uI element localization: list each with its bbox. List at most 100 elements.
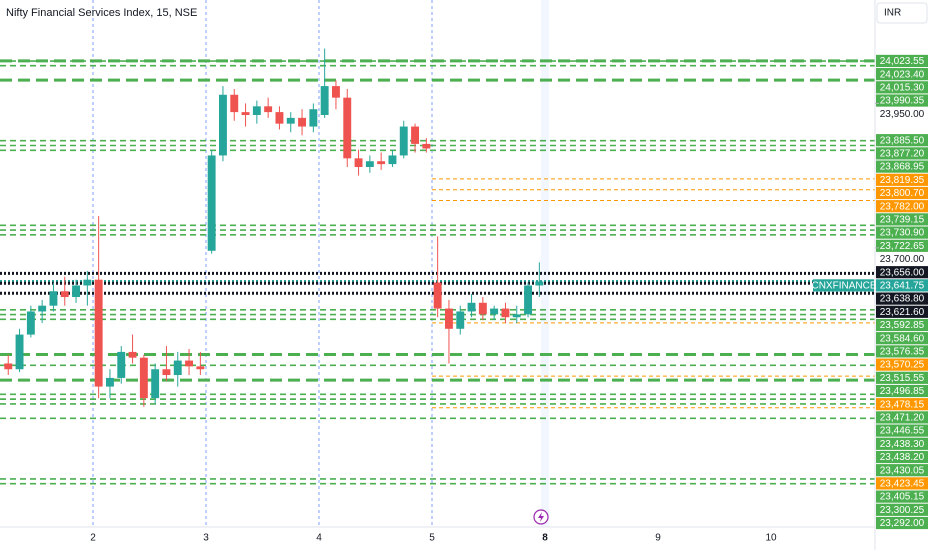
candle-body	[252, 106, 261, 115]
candle-body	[60, 291, 69, 298]
price-label: 23,438.30	[880, 439, 925, 450]
candle-body	[286, 117, 295, 124]
price-label: 23,722.65	[880, 241, 925, 252]
candle-body	[388, 155, 397, 165]
price-label: 23,782.00	[880, 201, 925, 212]
price-label-bg	[876, 345, 928, 358]
price-label: 23,405.15	[880, 492, 925, 503]
symbol-label-bg	[813, 279, 874, 292]
y-tick-label: 23,700.00	[880, 254, 925, 265]
plot-area	[0, 0, 875, 527]
price-label-bg	[876, 200, 928, 213]
price-label: 23,990.35	[880, 96, 925, 107]
price-label: 23,300.25	[880, 505, 925, 516]
candle-body	[196, 366, 205, 370]
price-label-bg	[876, 384, 928, 398]
price-label-bg	[876, 173, 928, 186]
price-label: 23,877.20	[880, 149, 925, 160]
price-label: 23,885.50	[880, 135, 925, 146]
candle-body	[128, 351, 137, 358]
x-tick-label: 9	[655, 533, 661, 544]
candle-body	[512, 314, 521, 318]
candle-body	[524, 285, 533, 315]
price-label-bg	[876, 332, 928, 345]
price-label-bg	[876, 437, 928, 450]
price-label-bg	[876, 266, 928, 279]
price-label: 23,800.70	[880, 188, 925, 199]
candle-body	[94, 279, 103, 387]
price-label-bg	[876, 81, 928, 94]
price-label: 24,023.55	[880, 56, 925, 67]
price-label: 23,641.75	[880, 281, 925, 292]
price-label: 23,446.55	[880, 426, 925, 437]
candle-body	[139, 357, 148, 399]
price-label-bg	[876, 305, 928, 318]
candle-body	[241, 112, 250, 115]
price-label-bg	[876, 503, 928, 516]
price-label-bg	[876, 398, 928, 411]
candle-body	[490, 308, 499, 315]
candle-body	[162, 369, 171, 376]
price-label-bg	[876, 186, 928, 200]
price-label: 23,621.60	[880, 307, 925, 318]
candle-body	[173, 360, 182, 376]
x-tick-label: 8	[542, 533, 548, 544]
candle-body	[207, 155, 216, 251]
candle-body	[15, 334, 24, 370]
price-label: 24,023.40	[880, 69, 925, 80]
price-label-bg	[876, 411, 928, 424]
candle-body	[26, 311, 35, 335]
candle-body	[4, 363, 13, 370]
price-label-bg	[876, 516, 928, 530]
price-label-bg	[876, 94, 928, 107]
x-tick-label: 5	[429, 533, 435, 544]
price-label-bg	[876, 279, 928, 292]
candle-body	[478, 302, 487, 315]
price-label-bg	[876, 450, 928, 464]
session-highlight	[541, 0, 549, 527]
symbol-label: CNXFINANCE	[811, 281, 876, 292]
candle-body	[456, 311, 465, 329]
candle-body	[535, 281, 544, 286]
price-label: 23,423.45	[880, 479, 925, 490]
price-label: 23,438.20	[880, 452, 925, 463]
x-tick-label: 3	[203, 533, 209, 544]
candle-body	[331, 86, 340, 98]
x-tick-label: 10	[765, 533, 777, 544]
currency[interactable]: INR	[884, 8, 901, 19]
price-label-bg	[876, 213, 928, 226]
candle-body	[433, 282, 442, 309]
price-label-bg	[876, 464, 928, 477]
price-label: 23,471.20	[880, 413, 925, 424]
candle-body	[411, 126, 420, 144]
candle-body	[264, 106, 273, 113]
candle-body	[343, 97, 352, 159]
candle-body	[83, 279, 92, 286]
price-label: 23,570.25	[880, 360, 925, 371]
price-label: 23,584.60	[880, 333, 925, 344]
price-label-bg	[876, 292, 928, 305]
candle-body	[298, 117, 307, 127]
price-label: 23,496.85	[880, 386, 925, 397]
price-label-bg	[876, 371, 928, 384]
price-label-bg	[876, 490, 928, 503]
price-label-bg	[876, 318, 928, 332]
candle-body	[117, 351, 126, 378]
price-label: 23,576.35	[880, 347, 925, 358]
price-label: 23,868.95	[880, 162, 925, 173]
candle-body	[422, 143, 431, 149]
candle-body	[49, 291, 58, 306]
price-label-bg	[876, 160, 928, 173]
candle-body	[38, 305, 47, 312]
candle-body	[230, 94, 239, 113]
candle-body	[72, 285, 81, 298]
candle-body	[151, 369, 160, 399]
price-label: 24,015.30	[880, 82, 925, 93]
price-label: 23,739.15	[880, 215, 925, 226]
currency-box[interactable]	[876, 2, 928, 24]
price-label-bg	[876, 424, 928, 437]
candle-body	[354, 158, 363, 167]
candle-body	[309, 109, 318, 127]
